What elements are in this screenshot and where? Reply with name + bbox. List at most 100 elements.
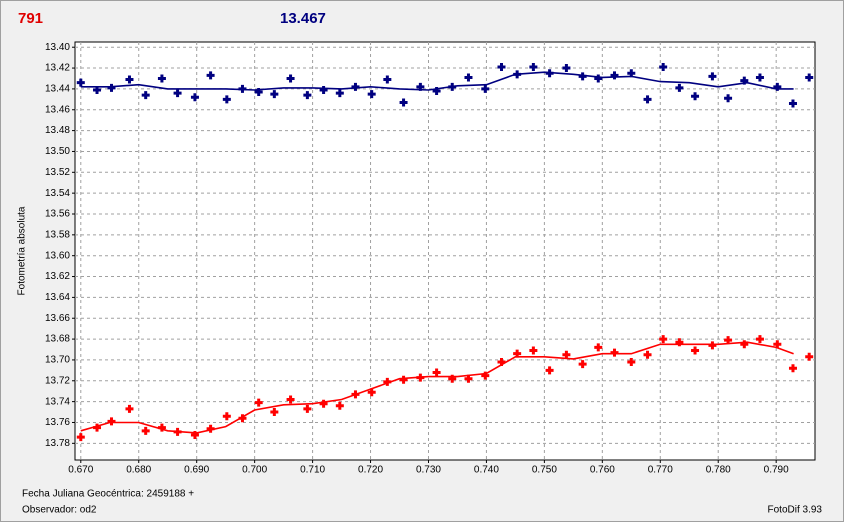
- footer-observer: Observador: od2: [22, 505, 97, 516]
- data-point: [157, 423, 166, 432]
- data-point: [254, 398, 263, 407]
- data-point: [141, 426, 150, 435]
- data-point: [303, 404, 312, 413]
- data-point: [432, 86, 441, 95]
- data-point: [383, 75, 392, 84]
- y-tick-label: 13.46: [45, 104, 70, 115]
- data-point: [497, 63, 506, 72]
- x-tick-label: 0.760: [590, 465, 615, 476]
- data-point: [643, 350, 652, 359]
- data-point: [319, 399, 328, 408]
- y-tick-label: 13.76: [45, 417, 70, 428]
- y-tick-label: 13.66: [45, 313, 70, 324]
- y-tick-label: 13.72: [45, 375, 70, 386]
- data-point: [594, 74, 603, 83]
- data-point: [254, 88, 263, 97]
- x-tick-label: 0.780: [706, 465, 731, 476]
- data-point: [270, 408, 279, 417]
- trend-line: [80, 341, 794, 434]
- data-point: [724, 94, 733, 103]
- footer-date: Fecha Juliana Geocéntrica: 2459188 +: [22, 489, 194, 500]
- y-tick-label: 13.58: [45, 229, 70, 240]
- data-point: [206, 424, 215, 433]
- y-tick-label: 13.60: [45, 250, 70, 261]
- data-point: [755, 73, 764, 82]
- data-point: [773, 340, 782, 349]
- data-point: [578, 72, 587, 81]
- data-point: [481, 371, 490, 380]
- data-point: [190, 430, 199, 439]
- y-tick-label: 13.78: [45, 438, 70, 449]
- header-magnitude: 13.467: [280, 10, 326, 27]
- data-point: [497, 358, 506, 367]
- data-point: [594, 343, 603, 352]
- data-point: [740, 76, 749, 85]
- trend-line: [80, 71, 794, 91]
- data-point: [788, 364, 797, 373]
- data-point: [367, 388, 376, 397]
- y-tick-label: 13.62: [45, 271, 70, 282]
- data-point: [303, 91, 312, 100]
- data-point: [335, 89, 344, 98]
- data-point: [513, 349, 522, 358]
- x-tick-label: 0.740: [474, 465, 499, 476]
- data-point: [659, 335, 668, 344]
- data-point: [643, 95, 652, 104]
- y-tick-label: 13.54: [45, 188, 70, 199]
- y-tick-label: 13.40: [45, 42, 70, 53]
- x-tick-label: 0.670: [68, 465, 93, 476]
- data-point: [367, 90, 376, 99]
- data-point: [562, 350, 571, 359]
- data-point: [270, 90, 279, 99]
- data-point: [708, 341, 717, 350]
- y-tick-label: 13.64: [45, 292, 70, 303]
- data-point: [222, 412, 231, 421]
- data-point: [107, 417, 116, 426]
- data-point: [93, 85, 102, 94]
- data-point: [286, 395, 295, 404]
- data-point: [675, 338, 684, 347]
- data-point: [93, 423, 102, 432]
- data-point: [238, 414, 247, 423]
- data-point: [545, 366, 554, 375]
- x-tick-label: 0.730: [416, 465, 441, 476]
- data-point: [173, 89, 182, 98]
- data-point: [805, 352, 814, 361]
- data-point: [448, 374, 457, 383]
- data-point: [610, 71, 619, 80]
- data-point: [399, 98, 408, 107]
- data-point: [464, 73, 473, 82]
- data-point: [691, 346, 700, 355]
- data-point: [351, 82, 360, 91]
- y-tick-label: 13.48: [45, 125, 70, 136]
- data-point: [627, 358, 636, 367]
- data-point: [481, 84, 490, 93]
- data-point: [659, 63, 668, 72]
- data-point: [286, 74, 295, 83]
- x-tick-label: 0.790: [764, 465, 789, 476]
- data-point: [319, 85, 328, 94]
- data-point: [125, 75, 134, 84]
- data-point: [740, 340, 749, 349]
- plot-area: [74, 41, 816, 461]
- y-tick-label: 13.74: [45, 396, 70, 407]
- data-point: [222, 95, 231, 104]
- y-tick-label: 13.44: [45, 84, 70, 95]
- data-point: [76, 78, 85, 87]
- data-point: [610, 348, 619, 357]
- footer-version: FotoDif 3.93: [768, 505, 823, 516]
- x-tick-label: 0.700: [242, 465, 267, 476]
- data-point: [432, 368, 441, 377]
- data-point: [724, 336, 733, 345]
- y-tick-label: 13.52: [45, 167, 70, 178]
- data-point: [788, 99, 797, 108]
- data-point: [157, 74, 166, 83]
- data-point: [805, 73, 814, 82]
- y-tick-label: 13.68: [45, 334, 70, 345]
- data-point: [416, 82, 425, 91]
- data-point: [578, 360, 587, 369]
- x-tick-label: 0.770: [648, 465, 673, 476]
- data-point: [190, 93, 199, 102]
- data-point: [691, 92, 700, 101]
